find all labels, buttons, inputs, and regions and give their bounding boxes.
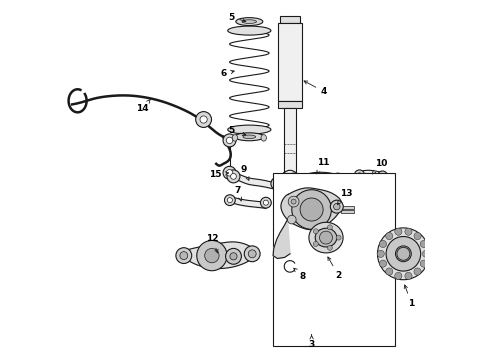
Bar xyxy=(278,23,301,101)
Circle shape xyxy=(300,198,323,221)
Text: 8: 8 xyxy=(294,268,306,281)
Circle shape xyxy=(379,240,387,248)
Circle shape xyxy=(224,195,235,206)
Circle shape xyxy=(380,174,385,178)
Circle shape xyxy=(226,137,233,144)
Text: 1: 1 xyxy=(404,285,415,307)
Text: 14: 14 xyxy=(136,99,150,113)
Circle shape xyxy=(263,200,269,205)
Bar xyxy=(342,206,354,209)
Circle shape xyxy=(291,176,296,181)
Bar xyxy=(284,108,296,173)
Circle shape xyxy=(231,174,236,179)
Text: 9: 9 xyxy=(241,165,249,180)
Circle shape xyxy=(226,170,233,176)
Circle shape xyxy=(223,134,236,147)
Text: 3: 3 xyxy=(309,335,315,349)
Circle shape xyxy=(395,246,411,262)
Circle shape xyxy=(379,260,387,267)
Circle shape xyxy=(330,200,343,213)
Circle shape xyxy=(405,228,412,235)
Text: 13: 13 xyxy=(338,189,352,204)
Circle shape xyxy=(405,272,412,279)
Circle shape xyxy=(386,237,421,271)
Circle shape xyxy=(327,246,332,251)
Text: 10: 10 xyxy=(372,159,387,174)
Text: 11: 11 xyxy=(317,158,330,174)
Bar xyxy=(280,16,300,23)
Bar xyxy=(342,210,354,213)
Ellipse shape xyxy=(228,26,271,35)
Text: 2: 2 xyxy=(328,257,342,280)
Circle shape xyxy=(357,173,362,177)
Circle shape xyxy=(397,247,410,260)
Text: 6: 6 xyxy=(220,69,234,78)
Circle shape xyxy=(414,268,421,275)
Circle shape xyxy=(225,248,242,264)
Circle shape xyxy=(176,248,192,264)
Circle shape xyxy=(248,250,256,258)
Circle shape xyxy=(288,173,299,185)
Circle shape xyxy=(414,233,421,240)
Text: 15: 15 xyxy=(209,171,229,180)
Text: 4: 4 xyxy=(304,81,327,96)
Polygon shape xyxy=(273,220,290,258)
Ellipse shape xyxy=(309,222,343,253)
Circle shape xyxy=(200,116,207,123)
Circle shape xyxy=(386,233,393,240)
Circle shape xyxy=(420,260,427,267)
Circle shape xyxy=(319,231,333,244)
Text: 7: 7 xyxy=(235,186,242,201)
Circle shape xyxy=(223,166,236,179)
Circle shape xyxy=(377,171,388,181)
Circle shape xyxy=(386,268,393,275)
Circle shape xyxy=(271,177,284,190)
Ellipse shape xyxy=(232,135,238,141)
Bar xyxy=(273,173,395,346)
Circle shape xyxy=(230,253,237,260)
Circle shape xyxy=(335,176,341,181)
Circle shape xyxy=(377,228,429,280)
Circle shape xyxy=(274,181,280,186)
Ellipse shape xyxy=(243,135,256,139)
Ellipse shape xyxy=(236,18,263,26)
Circle shape xyxy=(395,228,402,235)
Circle shape xyxy=(313,242,318,247)
Circle shape xyxy=(227,170,240,183)
Ellipse shape xyxy=(228,125,271,134)
Circle shape xyxy=(422,250,430,257)
Circle shape xyxy=(196,112,212,127)
Circle shape xyxy=(291,199,296,204)
Polygon shape xyxy=(179,242,254,269)
Text: 5: 5 xyxy=(228,126,246,135)
Circle shape xyxy=(245,246,260,262)
Circle shape xyxy=(377,250,384,257)
Bar xyxy=(278,101,302,108)
Ellipse shape xyxy=(242,20,257,23)
Circle shape xyxy=(313,229,318,234)
Polygon shape xyxy=(281,188,342,230)
Circle shape xyxy=(420,240,427,248)
Circle shape xyxy=(395,272,402,279)
Circle shape xyxy=(261,197,271,208)
Circle shape xyxy=(336,235,341,240)
Text: 5: 5 xyxy=(228,13,246,22)
Ellipse shape xyxy=(261,135,267,141)
Circle shape xyxy=(327,225,332,230)
Ellipse shape xyxy=(315,228,337,247)
Circle shape xyxy=(205,248,219,263)
Circle shape xyxy=(288,215,296,224)
Circle shape xyxy=(332,173,343,185)
Circle shape xyxy=(180,252,188,260)
Circle shape xyxy=(354,170,365,180)
Circle shape xyxy=(197,240,227,271)
Ellipse shape xyxy=(235,133,264,141)
Circle shape xyxy=(334,203,340,210)
Circle shape xyxy=(292,190,331,229)
Text: 12: 12 xyxy=(206,234,218,253)
Circle shape xyxy=(227,198,232,203)
Circle shape xyxy=(288,196,299,207)
